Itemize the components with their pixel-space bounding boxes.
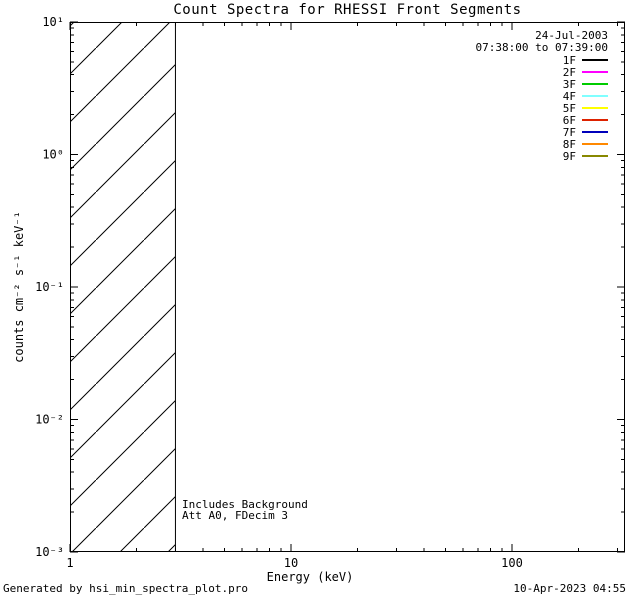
legend-entry-5f: 5F — [562, 101, 608, 115]
legend: 1F 2F 3F 4F 5F 6F 7F 8F 9F — [562, 53, 608, 163]
y-axis-label: counts cm⁻² s⁻¹ keV⁻¹ — [12, 211, 26, 363]
legend-label: 1F — [562, 53, 576, 67]
legend-color-swatch — [582, 119, 608, 121]
annotation-includes-background: Includes Background — [182, 498, 308, 511]
legend-label: 4F — [562, 89, 576, 103]
y-tick-label: 10⁰ — [42, 148, 64, 162]
legend-entry-9f: 9F — [562, 149, 608, 163]
legend-label: 5F — [562, 101, 576, 115]
x-tick-label: 100 — [501, 556, 523, 570]
x-axis-label: Energy (keV) — [266, 570, 354, 584]
legend-entry-8f: 8F — [562, 137, 608, 151]
y-tick-label: 10⁻¹ — [35, 280, 64, 294]
legend-color-swatch — [582, 131, 608, 133]
legend-color-swatch — [582, 71, 608, 73]
legend-label: 6F — [562, 113, 576, 127]
x-tick-label: 10 — [284, 556, 298, 570]
legend-color-swatch — [582, 83, 608, 85]
legend-label: 9F — [562, 149, 576, 163]
legend-time-range: 07:38:00 to 07:39:00 — [475, 41, 608, 54]
generator-credit: Generated by hsi_min_spectra_plot.pro — [3, 582, 249, 595]
legend-label: 3F — [562, 77, 576, 91]
legend-label: 8F — [562, 137, 576, 151]
legend-color-swatch — [582, 59, 608, 61]
hatch-region — [70, 22, 176, 552]
legend-entry-7f: 7F — [562, 125, 608, 139]
legend-entry-4f: 4F — [562, 89, 608, 103]
y-tick-label: 10¹ — [42, 15, 64, 29]
legend-date: 24-Jul-2003 — [535, 29, 608, 42]
legend-color-swatch — [582, 95, 608, 97]
legend-label: 2F — [562, 65, 576, 79]
render-timestamp: 10-Apr-2023 04:55 — [513, 582, 626, 595]
annotation-attenuator-state: Att A0, FDecim 3 — [182, 509, 288, 522]
chart-title: Count Spectra for RHESSI Front Segments — [173, 2, 522, 18]
legend-label: 7F — [562, 125, 576, 139]
legend-entry-1f: 1F — [562, 53, 608, 67]
y-tick-label: 10⁻² — [35, 413, 64, 427]
legend-entry-6f: 6F — [562, 113, 608, 127]
y-tick-label: 10⁻³ — [35, 545, 64, 559]
legend-color-swatch — [582, 107, 608, 109]
legend-color-swatch — [582, 143, 608, 145]
legend-color-swatch — [582, 155, 608, 157]
legend-entry-2f: 2F — [562, 65, 608, 79]
legend-entry-3f: 3F — [562, 77, 608, 91]
x-tick-label: 1 — [66, 556, 73, 570]
